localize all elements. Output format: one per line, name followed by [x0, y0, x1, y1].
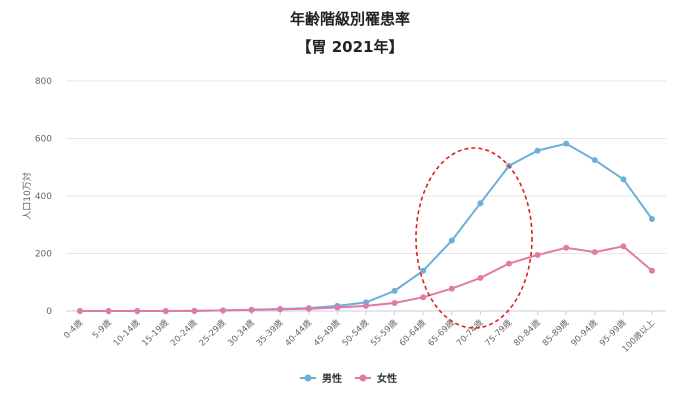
y-axis-ticks: 0 200 400 600 800 — [35, 77, 52, 317]
data-point-1-10 — [363, 302, 369, 309]
chart-subtitle: 【胃 2021年】 — [296, 38, 404, 56]
data-point-1-6 — [248, 306, 255, 313]
x-tick-label-5: 25-29歳 — [197, 317, 229, 349]
data-point-0-12 — [420, 267, 427, 274]
y-tick-label-1: 200 — [35, 250, 52, 260]
data-point-1-17 — [563, 244, 570, 251]
y-tick-label-3: 600 — [35, 135, 52, 145]
x-tick-label-2: 10-14歳 — [111, 317, 143, 349]
x-tick-label-12: 60-64歳 — [397, 317, 429, 349]
x-tick-label-18: 90-94歳 — [569, 317, 601, 349]
highlight-ellipse — [415, 147, 533, 329]
grid-lines — [66, 80, 666, 312]
data-point-1-1 — [105, 308, 112, 314]
data-point-1-20 — [649, 267, 655, 274]
data-point-0-11 — [391, 287, 398, 294]
chart-title-block: 年齢階級別罹患率 【胃 2021年】 — [0, 8, 700, 58]
data-point-1-19 — [620, 243, 627, 250]
x-tick-label-11: 55-59歳 — [368, 317, 400, 349]
data-point-0-14 — [477, 200, 484, 207]
x-tick-label-7: 35-39歳 — [254, 317, 286, 349]
x-tick-label-14: 70-74歳 — [454, 317, 486, 349]
x-tick-label-15: 75-79歳 — [483, 317, 515, 349]
x-tick-label-16: 80-84歳 — [511, 317, 543, 349]
x-tick-label-6: 30-34歳 — [225, 317, 257, 349]
data-point-1-0 — [77, 308, 83, 314]
data-point-1-4 — [191, 307, 198, 314]
data-point-1-14 — [477, 274, 484, 281]
x-tick-label-9: 45-49歳 — [311, 317, 343, 349]
legend-marker-1 — [359, 374, 367, 382]
data-point-1-13 — [448, 285, 455, 292]
y-tick-label-2: 400 — [35, 192, 52, 202]
x-tick-label-17: 85-89歳 — [540, 317, 572, 349]
x-tick-label-3: 15-19歳 — [140, 317, 172, 349]
y-axis-label: 人口10万対 — [21, 172, 33, 219]
legend-label-1: 女性 — [377, 372, 397, 385]
data-point-1-11 — [391, 299, 398, 306]
data-point-1-18 — [591, 249, 598, 256]
legend-marker-0 — [304, 374, 312, 382]
legend-label-0: 男性 — [322, 372, 342, 385]
x-tick-label-10: 50-54歳 — [340, 317, 372, 349]
data-point-1-16 — [534, 251, 541, 258]
data-point-1-2 — [134, 308, 141, 314]
x-tick-label-13: 65-69歳 — [426, 317, 458, 349]
legend: 男性 女性 — [300, 372, 397, 385]
chart-title: 年齢階級別罹患率 — [289, 10, 410, 28]
data-point-0-17 — [563, 140, 570, 147]
x-tick-label-8: 40-44歳 — [283, 317, 315, 349]
data-point-0-18 — [591, 157, 598, 164]
y-tick-label-4: 800 — [35, 77, 52, 87]
data-point-1-7 — [277, 306, 284, 313]
series-group — [77, 140, 655, 314]
data-point-1-15 — [506, 260, 512, 267]
x-tick-label-0: 0-4歳 — [62, 317, 86, 341]
data-point-0-16 — [534, 147, 541, 154]
data-point-0-13 — [448, 237, 455, 244]
data-point-0-20 — [649, 216, 655, 222]
x-tick-label-1: 5-9歳 — [90, 317, 114, 341]
data-point-1-5 — [220, 307, 226, 314]
x-tick-label-4: 20-24歳 — [168, 317, 200, 349]
series-line-0 — [80, 142, 653, 312]
data-point-1-9 — [334, 304, 341, 311]
data-point-1-12 — [420, 294, 427, 301]
y-tick-label-0: 0 — [46, 307, 52, 317]
data-point-0-19 — [620, 176, 627, 183]
data-point-1-3 — [162, 308, 169, 314]
x-axis-ticks: 0-4歳 5-9歳10-14歳15-19歳20-24歳25-29歳30-34歳35… — [62, 311, 657, 355]
data-point-1-8 — [305, 305, 312, 312]
